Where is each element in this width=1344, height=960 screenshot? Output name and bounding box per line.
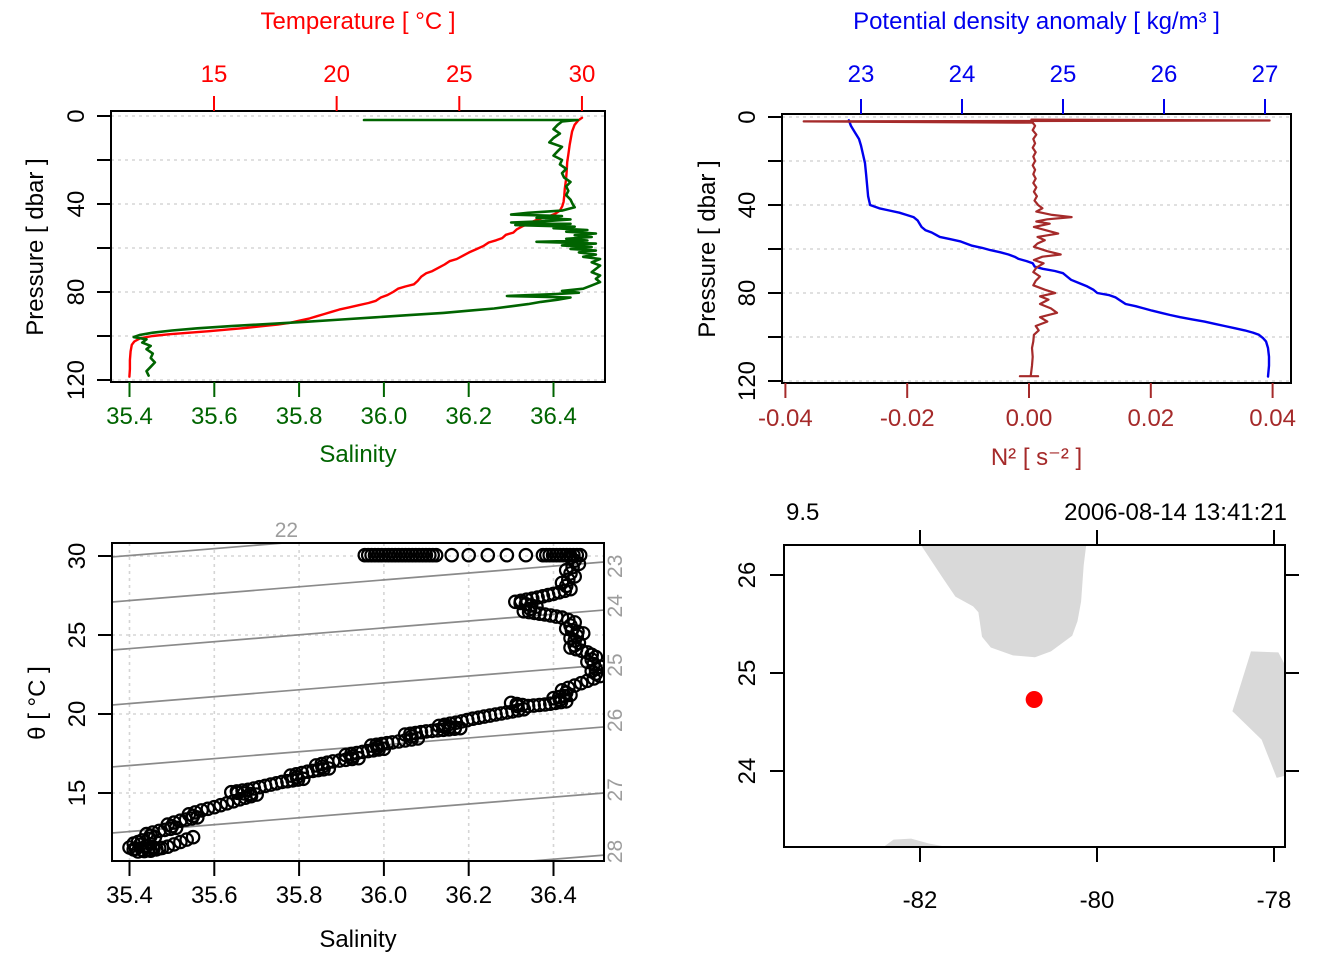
panel-profile-ts: 15 20 25 30 35.4 35.6 35.8 36.0 36.2 36.4 0 40 80 120: [63, 61, 606, 430]
svg-text:30: 30: [569, 61, 596, 88]
svg-text:35.6: 35.6: [191, 403, 238, 430]
svg-text:0: 0: [734, 110, 761, 123]
svg-text:30: 30: [64, 543, 91, 570]
salinity-axis-title-top-left: Salinity: [319, 441, 397, 468]
svg-text:35.6: 35.6: [191, 882, 238, 909]
salinity-axis-title-ts: Salinity: [319, 926, 397, 953]
svg-text:0.04: 0.04: [1249, 405, 1296, 432]
svg-text:35.8: 35.8: [276, 403, 323, 430]
svg-text:25: 25: [604, 653, 627, 676]
svg-text:-80: -80: [1080, 887, 1115, 914]
svg-text:26: 26: [734, 562, 761, 589]
svg-text:15: 15: [201, 61, 228, 88]
panel-profile-density-n2: 23 24 25 26 27 -0.04 -0.02 0.00 0.02 0.04 0 40 80 120: [734, 61, 1296, 432]
svg-text:22: 22: [275, 519, 298, 542]
temperature-axis-title: Temperature [ °C ]: [260, 8, 456, 35]
svg-text:36.4: 36.4: [530, 882, 577, 909]
svg-text:20: 20: [323, 61, 350, 88]
svg-text:40: 40: [63, 191, 90, 218]
svg-text:15: 15: [64, 780, 91, 807]
svg-text:120: 120: [63, 360, 90, 400]
pressure-axis-title-left: Pressure [ dbar ]: [22, 158, 49, 336]
svg-text:35.4: 35.4: [106, 882, 153, 909]
svg-text:36.4: 36.4: [530, 403, 577, 430]
svg-text:120: 120: [734, 361, 761, 401]
svg-text:80: 80: [734, 280, 761, 307]
svg-text:25: 25: [64, 622, 91, 649]
svg-text:36.0: 36.0: [361, 403, 408, 430]
density-axis-title: Potential density anomaly [ kg/m³ ]: [853, 8, 1220, 35]
svg-text:27: 27: [604, 778, 627, 801]
theta-axis-title: θ [ °C ]: [24, 666, 51, 740]
svg-text:0.02: 0.02: [1127, 405, 1174, 432]
svg-text:28: 28: [604, 840, 627, 863]
svg-text:36.0: 36.0: [361, 882, 408, 909]
svg-text:23: 23: [848, 61, 875, 88]
station-datetime: 2006-08-14 13:41:21: [1064, 499, 1287, 526]
n2-axis-title: N² [ s⁻² ]: [990, 444, 1083, 471]
svg-text:24: 24: [604, 594, 627, 618]
svg-text:35.8: 35.8: [276, 882, 323, 909]
svg-text:0: 0: [63, 109, 90, 122]
svg-text:26: 26: [604, 709, 627, 732]
svg-text:23: 23: [604, 555, 627, 578]
panel-ts-diagram: 35.4 35.6 35.8 36.0 36.2 36.4 15 20 25 30 23 24 25 26…: [64, 519, 627, 909]
map-scale-text: 9.5: [786, 499, 820, 526]
station-marker: [1025, 690, 1043, 708]
svg-text:-0.04: -0.04: [758, 405, 813, 432]
svg-text:-0.02: -0.02: [880, 405, 935, 432]
svg-text:36.2: 36.2: [445, 882, 492, 909]
pressure-axis-title-right: Pressure [ dbar ]: [694, 160, 721, 338]
svg-text:0.00: 0.00: [1006, 405, 1053, 432]
panel-map: -82 -80 -78 24 25 26: [734, 530, 1299, 914]
svg-text:36.2: 36.2: [445, 403, 492, 430]
svg-text:40: 40: [734, 192, 761, 219]
svg-text:25: 25: [446, 61, 473, 88]
svg-text:20: 20: [64, 701, 91, 728]
svg-text:24: 24: [734, 758, 761, 785]
svg-text:80: 80: [63, 279, 90, 306]
svg-text:35.4: 35.4: [106, 403, 153, 430]
svg-text:-78: -78: [1257, 887, 1292, 914]
svg-text:-82: -82: [903, 887, 938, 914]
svg-text:24: 24: [949, 61, 976, 88]
svg-text:26: 26: [1151, 61, 1178, 88]
svg-text:25: 25: [734, 660, 761, 687]
svg-text:27: 27: [1252, 61, 1279, 88]
svg-text:25: 25: [1050, 61, 1077, 88]
